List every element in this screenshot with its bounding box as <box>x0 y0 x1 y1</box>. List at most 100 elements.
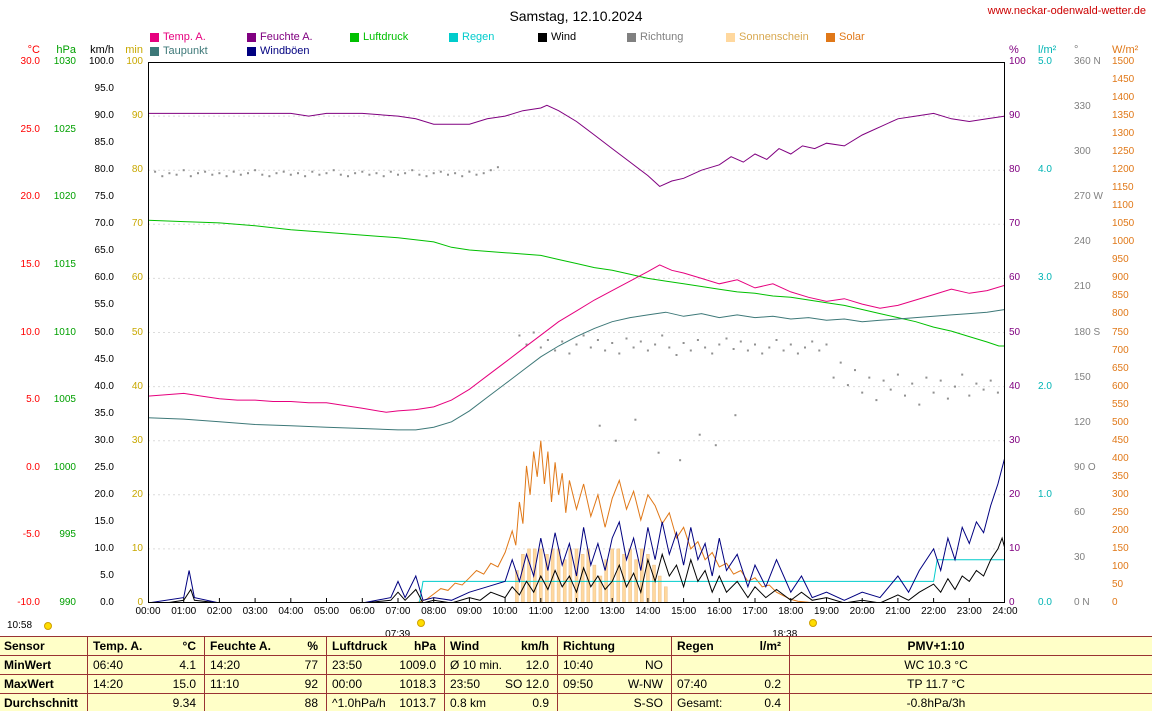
table-cell-r1-c4-value: SO 12.0 <box>504 677 549 691</box>
series-windboeen <box>148 456 1005 603</box>
table-cell-r1-c2: 11:10 92 <box>205 675 327 693</box>
x-axis-label: 07:00 <box>385 606 411 617</box>
axis-label-solar: 1300 <box>1112 128 1135 140</box>
axis-label-solar: 1450 <box>1112 74 1135 86</box>
axis-label-wind-speed: 45.0 <box>94 353 114 365</box>
table-cell-r2-c5: S-SO <box>558 694 672 711</box>
axis-label-temperature: 10.0 <box>20 326 40 338</box>
axis-label-solar: 900 <box>1112 272 1129 284</box>
axis-label-solar: 300 <box>1112 488 1129 500</box>
table-cell-r1-c3-value: 1018.3 <box>399 677 436 691</box>
axis-label-humidity: 0 <box>1009 597 1015 608</box>
axis-label-pressure: 1005 <box>53 394 76 406</box>
table-header-row: Sensor Temp. A. °C Feuchte A.% Luftdruck hPa W… <box>0 637 1152 656</box>
axis-label-sunshine-minutes: 60 <box>131 272 143 284</box>
site-link[interactable]: www.neckar-odenwald-wetter.de <box>987 5 1146 17</box>
table-cell-r1-c3: 00:00 1018.3 <box>327 675 445 693</box>
table-cell-r0-c5-time: 10:40 <box>563 658 594 672</box>
table-header-col2: Feuchte A.% <box>205 637 327 655</box>
table-header-col6-time: Regen <box>677 639 714 653</box>
axis-label-wind-speed: 60.0 <box>94 272 114 284</box>
sunrise-sun-dot <box>417 619 426 627</box>
axis-header-right-2: ° <box>1074 44 1079 56</box>
table-cell-r0-c2-value: 77 <box>304 658 318 672</box>
table-header-col5: Richtung <box>558 637 672 655</box>
table-cell-r1-c5-value: W-NW <box>627 677 663 691</box>
plot-area <box>148 62 1005 603</box>
axis-label-sunshine-minutes: 80 <box>131 164 143 176</box>
legend-label: Sonnenschein <box>739 31 809 43</box>
series-regen <box>148 559 1005 603</box>
axis-label-solar: 1200 <box>1112 164 1135 176</box>
axis-label-temperature: 5.0 <box>26 394 40 406</box>
table-cell-r2-c3: ^1.0hPa/h 1013.7 <box>327 694 445 711</box>
x-axis-label: 04:00 <box>278 606 304 617</box>
table-header-col2-value: % <box>307 639 318 653</box>
chart-canvas <box>148 62 1005 603</box>
table-cell-r1-c6-value: 0.2 <box>764 677 781 691</box>
axis-label-wind-speed: 90.0 <box>94 110 114 122</box>
axis-label-direction: 240 <box>1074 236 1091 248</box>
axis-label-pressure: 1030 <box>53 56 76 67</box>
legend-label: Feuchte A. <box>260 31 313 43</box>
axis-label-solar: 850 <box>1112 290 1129 302</box>
legend-swatch-feuchte-a <box>247 32 256 42</box>
x-axis-label: 00:00 <box>135 606 161 617</box>
axis-label-solar: 1350 <box>1112 110 1135 122</box>
legend-swatch-windb-en <box>247 46 256 56</box>
axis-label-rain: 2.0 <box>1038 380 1052 392</box>
table-row-label: MinWert <box>0 656 88 674</box>
axis-label-wind-speed: 15.0 <box>94 515 114 527</box>
table-header-col3-value: hPa <box>413 639 436 653</box>
axis-label-temperature: 20.0 <box>20 191 40 203</box>
axis-label-sunshine-minutes: 30 <box>131 434 143 446</box>
table-header-col4-value: km/h <box>520 639 549 653</box>
axis-label-solar: 250 <box>1112 506 1129 518</box>
table-cell-r1-c3-time: 00:00 <box>332 677 363 691</box>
axis-label-direction: 150 <box>1074 371 1091 383</box>
axis-label-solar: 550 <box>1112 398 1129 410</box>
series-richtung <box>148 166 999 462</box>
axis-label-rain: 1.0 <box>1038 488 1052 500</box>
axis-header-left-0: °C <box>27 44 40 56</box>
x-axis-label: 10:00 <box>492 606 518 617</box>
x-axis-label: 08:00 <box>421 606 447 617</box>
table-header-col3: Luftdruck hPa <box>327 637 445 655</box>
x-axis-label: 05:00 <box>314 606 340 617</box>
legend-label: Regen <box>462 31 495 43</box>
table-cell-r0-c2-time: 14:20 <box>210 658 241 672</box>
legend-windb-en: Windböen <box>247 45 310 57</box>
legend-label: Luftdruck <box>363 31 409 43</box>
x-axis-label: 15:00 <box>671 606 697 617</box>
table-cell-r2-pmv: -0.8hPa/3h <box>906 696 966 710</box>
series-luftdruck <box>148 219 1005 347</box>
table-header-col2-time: Feuchte A. <box>210 639 271 653</box>
axis-label-temperature: 25.0 <box>20 123 40 135</box>
table-cell-r1-c4: 23:50 SO 12.0 <box>445 675 558 693</box>
current-time-sun-dot <box>44 622 52 630</box>
axis-label-direction: 30 <box>1074 551 1086 563</box>
axis-label-pressure: 1025 <box>53 123 76 135</box>
series-temp-a <box>148 264 1005 413</box>
axis-label-direction: 180 S <box>1074 326 1101 338</box>
x-axis-label: 03:00 <box>242 606 268 617</box>
axis-label-direction: 0 N <box>1074 597 1090 608</box>
legend-luftdruck: Luftdruck <box>350 31 408 43</box>
table-cell-r2-c4: 0.8 km 0.9 <box>445 694 558 711</box>
axis-label-wind-speed: 65.0 <box>94 245 114 257</box>
x-axis-label: 16:00 <box>706 606 732 617</box>
axis-label-solar: 950 <box>1112 254 1129 266</box>
axis-label-solar: 1150 <box>1112 182 1134 194</box>
x-axis-label: 18:00 <box>778 606 804 617</box>
axis-label-direction: 90 O <box>1074 461 1096 473</box>
axis-label-solar: 50 <box>1112 578 1124 590</box>
axis-label-solar: 1500 <box>1112 56 1135 67</box>
table-header-pmv: PMV+1:10 <box>907 639 965 653</box>
axis-label-sunshine-minutes: 90 <box>131 110 143 122</box>
axis-label-humidity: 50 <box>1009 326 1021 338</box>
x-axis-label: 02:00 <box>206 606 232 617</box>
table-cell-r2-c6-value: 0.4 <box>764 696 781 710</box>
axis-label-temperature: 15.0 <box>20 258 40 270</box>
axis-header-left-2: km/h <box>90 44 114 56</box>
